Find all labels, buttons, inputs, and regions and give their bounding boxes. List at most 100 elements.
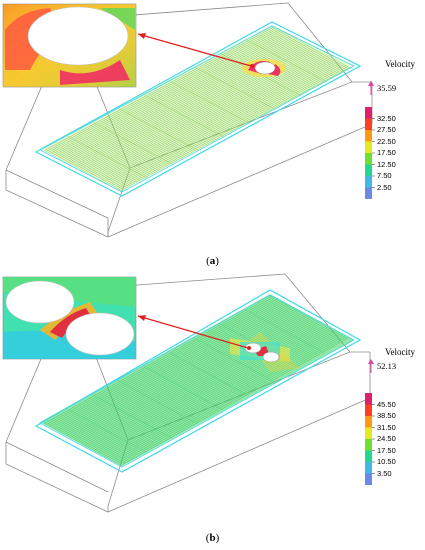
caption-letter-b: b xyxy=(209,532,216,544)
streamline xyxy=(47,297,276,427)
streamline xyxy=(52,300,282,430)
streamline xyxy=(112,63,344,188)
streamline xyxy=(120,66,351,192)
streamline xyxy=(58,303,287,433)
streamline xyxy=(105,59,336,184)
colorbar-b xyxy=(365,393,375,485)
velocity-vectors-b xyxy=(43,295,349,467)
streamline xyxy=(109,331,338,461)
colorbar-tick-label: 7.50 xyxy=(377,171,392,180)
streamline xyxy=(74,312,303,442)
streamline xyxy=(67,308,296,438)
streamline xyxy=(105,329,334,459)
caption-b: (b) xyxy=(205,532,220,544)
streamline xyxy=(193,337,275,382)
hole-right-b xyxy=(262,351,280,363)
streamline xyxy=(43,295,272,425)
colorbar-swatch xyxy=(365,462,372,474)
streamline xyxy=(117,380,199,425)
streamline xyxy=(143,365,224,411)
streamline xyxy=(118,65,349,191)
streamline xyxy=(83,317,312,447)
inset-hole-right-b xyxy=(65,312,135,356)
colorbar-tick-label: 17.50 xyxy=(377,445,396,455)
plate-b xyxy=(34,289,362,473)
streamline xyxy=(110,62,342,187)
colorbar-tick-label: 12.50 xyxy=(377,159,396,169)
colorbar-swatch xyxy=(365,187,372,199)
streamline xyxy=(100,326,329,456)
colorbar-tick-label: 38.50 xyxy=(377,411,396,420)
colorbar-swatch xyxy=(365,107,372,119)
colorbar-swatch xyxy=(365,450,372,462)
streamline xyxy=(87,319,316,449)
simulation-figure-b xyxy=(2,273,375,513)
legend-max-b: 52.13 xyxy=(377,361,397,371)
streamline xyxy=(98,325,327,455)
streamline xyxy=(100,56,331,181)
colorbar-swatch xyxy=(365,439,372,451)
streamline xyxy=(45,27,276,153)
streamline xyxy=(98,55,329,180)
streamline xyxy=(92,394,173,439)
streamline xyxy=(114,334,343,464)
legend-title-b: Velocity xyxy=(385,347,415,357)
streamline xyxy=(94,53,325,178)
streamline xyxy=(78,314,307,444)
streamline xyxy=(60,304,289,434)
streamline xyxy=(49,29,280,155)
streamline xyxy=(110,332,340,462)
streamline xyxy=(61,305,291,435)
zoom-arrow-b xyxy=(137,315,251,350)
colorbar-tick-label: 31.50 xyxy=(377,422,396,432)
zoom-arrow-a xyxy=(137,33,254,68)
hole-circle-a xyxy=(254,61,276,75)
caption-a: (a) xyxy=(206,255,219,267)
streamline xyxy=(101,327,331,457)
legend-title-a: Velocity xyxy=(385,59,415,69)
streamline xyxy=(45,296,274,426)
colorbar-tick-label: 45.50 xyxy=(377,399,396,409)
colorbar-swatch xyxy=(365,164,372,176)
streamline xyxy=(63,306,292,436)
colorbar-tick-label: 10.50 xyxy=(377,457,396,466)
streamline xyxy=(69,309,298,439)
colorbar-tick-label: 32.50 xyxy=(377,113,396,123)
streamline xyxy=(56,302,285,432)
streamline xyxy=(67,408,148,453)
streamline xyxy=(103,58,334,183)
streamline xyxy=(96,324,325,454)
streamline xyxy=(109,61,340,186)
colorbar-swatch xyxy=(365,141,372,153)
inset-hole-a xyxy=(27,6,129,66)
streamline xyxy=(96,54,327,179)
colorbar-tick-label: 24.50 xyxy=(377,434,396,443)
streamline xyxy=(107,330,336,460)
holes-b xyxy=(230,332,300,372)
plate-fill-b xyxy=(40,294,354,466)
streamline xyxy=(118,108,199,151)
streamline xyxy=(43,26,274,152)
hole-left-b xyxy=(244,342,262,354)
inset-zoom-a xyxy=(2,3,137,88)
panel-b: Velocity 52.13 45.50 38.50 31.50 24.50 17.50… xyxy=(0,272,425,550)
colorbar-tick-label: 22.50 xyxy=(377,136,396,146)
streamline xyxy=(67,136,148,179)
streamline xyxy=(118,336,347,466)
streamline xyxy=(47,28,278,154)
streamline xyxy=(50,299,280,429)
colorbar-tick-label: 27.50 xyxy=(377,125,396,134)
streamline xyxy=(246,39,327,82)
colorbar-swatch xyxy=(365,153,372,165)
streamline xyxy=(244,309,325,354)
simulation-figure-a xyxy=(2,2,375,238)
streamline xyxy=(72,311,302,441)
inset-zoom-b xyxy=(2,276,137,360)
panel-a: Velocity 35.59 32.50 27.50 22.50 17.50 12.50… xyxy=(0,0,425,270)
colorbar-swatch xyxy=(365,473,372,485)
streamline xyxy=(81,316,311,446)
inset-hole-left-b xyxy=(5,280,75,324)
streamline xyxy=(52,31,284,156)
streamline xyxy=(65,38,296,163)
streamline xyxy=(70,310,300,440)
